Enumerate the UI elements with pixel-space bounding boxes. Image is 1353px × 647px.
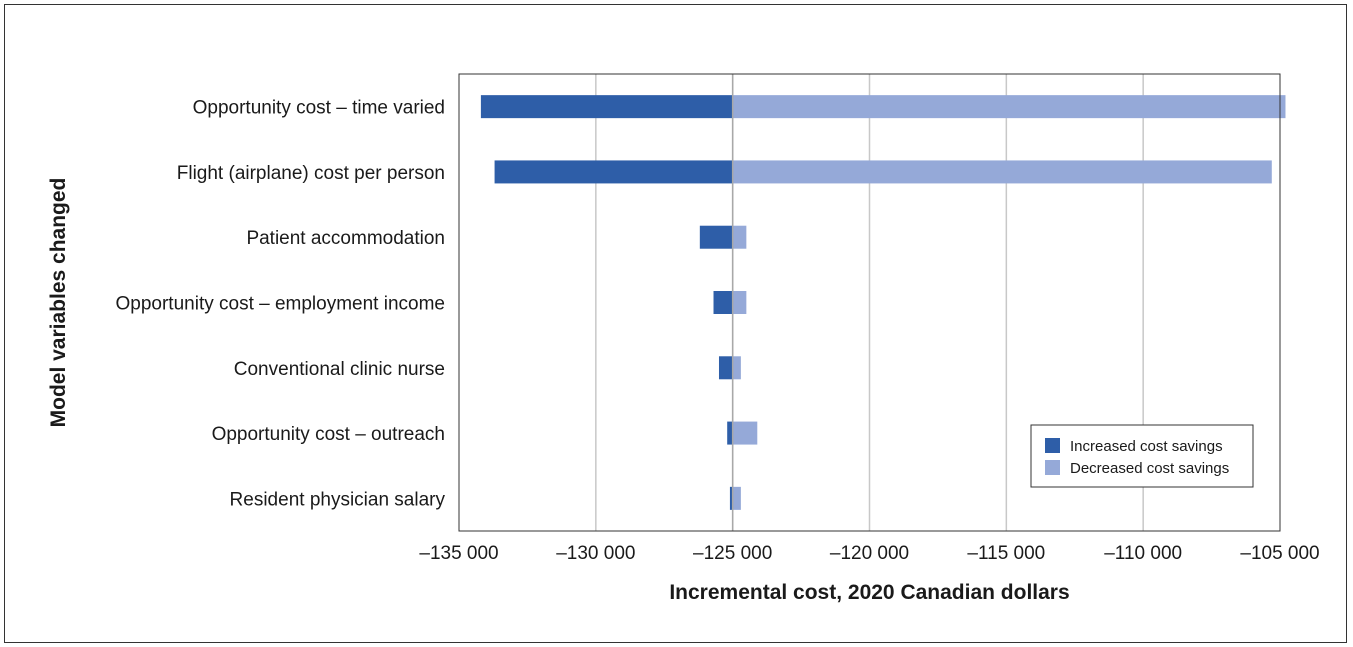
legend-swatch-decreased xyxy=(1045,460,1060,475)
bar-increased-cost-savings xyxy=(727,421,733,445)
bar-increased-cost-savings xyxy=(718,356,733,380)
x-tick-label: –110 000 xyxy=(1104,543,1182,564)
bar-increased-cost-savings xyxy=(480,95,733,119)
legend-label-decreased: Decreased cost savings xyxy=(1070,460,1229,477)
bar-decreased-cost-savings xyxy=(732,356,741,380)
bar-decreased-cost-savings xyxy=(732,291,747,314)
x-tick-label: –120 000 xyxy=(830,543,909,564)
bar-decreased-cost-savings xyxy=(732,486,741,510)
category-label: Opportunity cost – outreach xyxy=(212,424,445,445)
x-tick-label: –125 000 xyxy=(693,543,772,564)
legend-label-increased: Increased cost savings xyxy=(1070,438,1223,455)
bar-decreased-cost-savings xyxy=(732,95,1286,119)
bar-decreased-cost-savings xyxy=(732,160,1272,184)
category-label: Patient accommodation xyxy=(246,228,445,249)
plot-area-border xyxy=(458,73,1281,532)
bar-increased-cost-savings xyxy=(699,225,733,249)
bar-increased-cost-savings xyxy=(494,160,733,184)
x-tick-label: –135 000 xyxy=(419,543,498,564)
x-tick-label: –105 000 xyxy=(1240,543,1319,564)
bar-increased-cost-savings xyxy=(729,486,733,510)
x-tick-labels: –135 000 –130 000 –125 000 –120 000 –115 000… xyxy=(419,543,1319,564)
x-tick-label: –130 000 xyxy=(556,543,635,564)
chart-frame: Opportunity cost – time varied Flight (ai… xyxy=(4,4,1347,643)
category-label: Opportunity cost – employment income xyxy=(116,294,446,315)
bar-increased-cost-savings xyxy=(713,291,733,314)
category-labels: Opportunity cost – time varied Flight (ai… xyxy=(116,98,446,511)
legend: Increased cost savings Decreased cost sa… xyxy=(1030,424,1254,488)
tornado-chart: Opportunity cost – time varied Flight (ai… xyxy=(47,73,1320,604)
category-label: Conventional clinic nurse xyxy=(234,359,445,380)
category-label: Resident physician salary xyxy=(230,489,446,510)
category-label: Flight (airplane) cost per person xyxy=(177,163,445,184)
legend-box xyxy=(1030,424,1254,488)
bar-decreased-cost-savings xyxy=(732,225,747,249)
y-axis-title: Model variables changed xyxy=(47,178,70,428)
x-tick-label: –115 000 xyxy=(967,543,1045,564)
bars xyxy=(480,95,1286,510)
x-axis-title: Incremental cost, 2020 Canadian dollars xyxy=(669,581,1069,604)
legend-swatch-increased xyxy=(1045,438,1060,453)
category-label: Opportunity cost – time varied xyxy=(193,98,445,119)
bar-decreased-cost-savings xyxy=(732,421,758,445)
